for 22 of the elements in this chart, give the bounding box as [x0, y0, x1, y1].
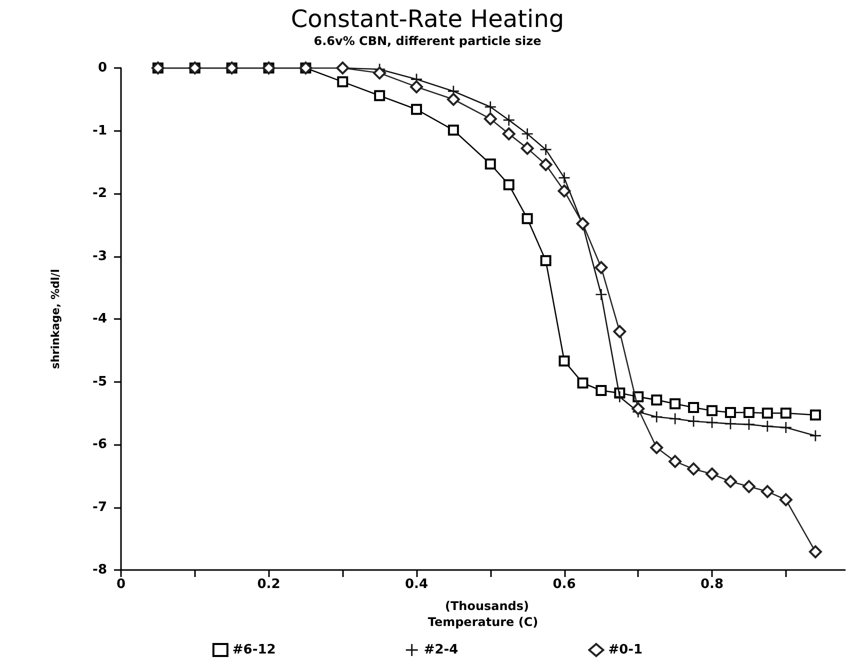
legend-label: #2-4 — [424, 642, 458, 658]
x-tick-label: 0.6 — [552, 577, 576, 592]
y-tick-label: -8 — [92, 562, 107, 578]
x-tick-label: 0.4 — [404, 577, 428, 592]
legend-label: #0-1 — [608, 642, 643, 658]
x-tick-label: 0.2 — [257, 577, 280, 592]
y-tick-label: -7 — [92, 500, 107, 515]
y-tick-label: -2 — [92, 186, 107, 201]
x-tick-label: 0 — [116, 577, 126, 592]
y-tick-label: -3 — [92, 248, 107, 264]
x-axis-title: Temperature (C) — [428, 615, 538, 629]
y-tick-label: -4 — [92, 312, 107, 326]
y-axis-title: shrinkage, %dl/l — [49, 269, 62, 369]
text: (Thousands) — [445, 599, 529, 613]
y-tick-label: -5 — [92, 374, 107, 390]
chart-subtitle: 6.6v% CBN, different particle size — [314, 34, 542, 48]
chart-title: Constant-Rate Heating — [290, 5, 564, 33]
y-tick-label: -1 — [92, 123, 107, 138]
y-tick-label: 0 — [98, 60, 107, 76]
x-tick-label: 0.8 — [700, 577, 724, 592]
y-tick-label: -6 — [92, 437, 107, 452]
legend-label: #6-12 — [232, 642, 276, 658]
